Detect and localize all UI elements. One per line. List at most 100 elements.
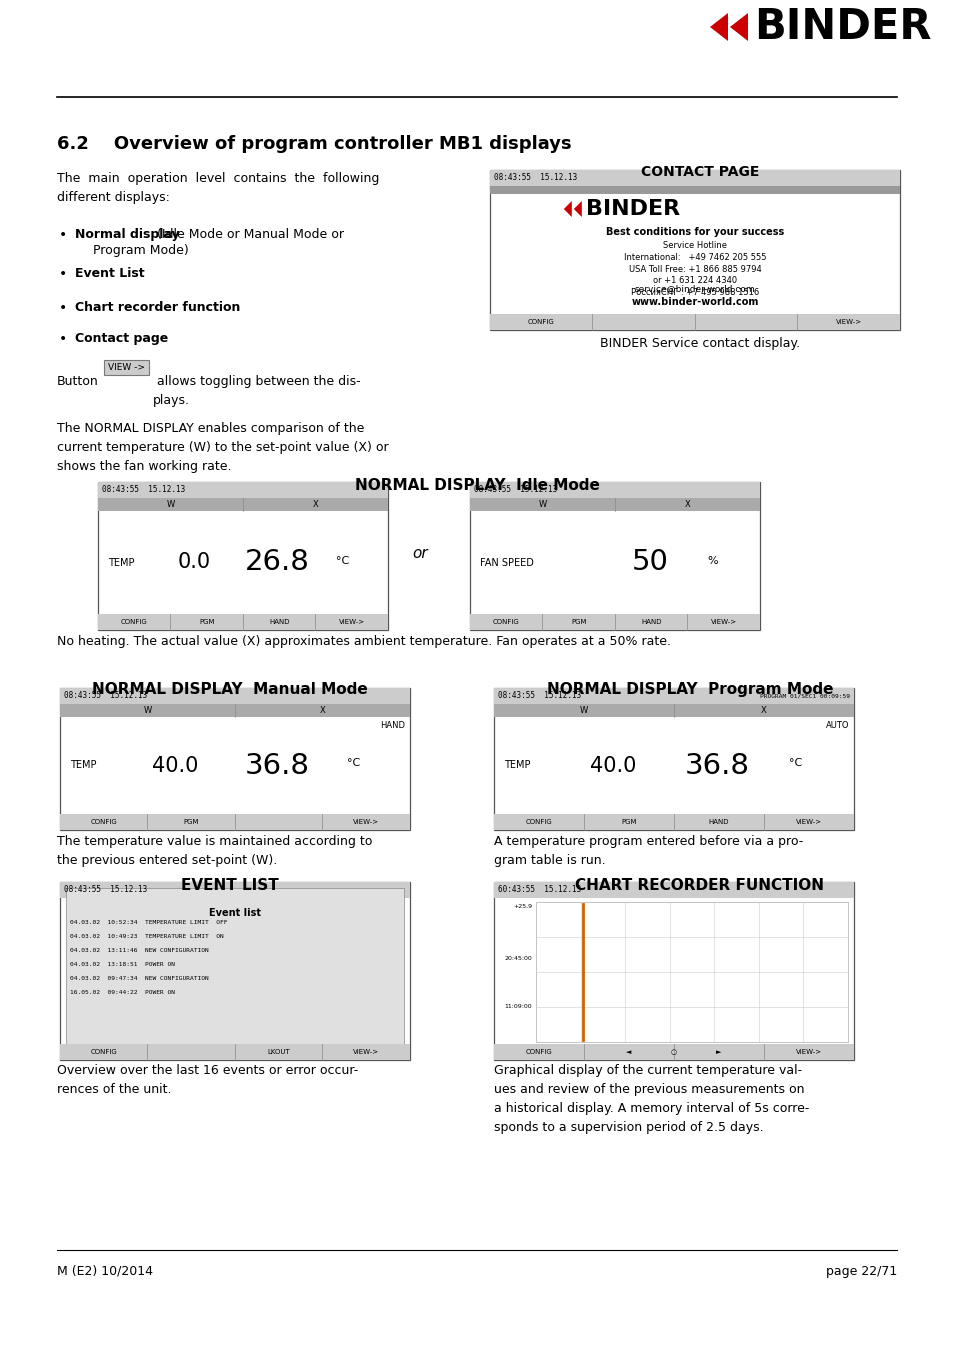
Bar [470,614,760,630]
Text: VIEW->: VIEW-> [353,1049,379,1054]
Bar [60,688,410,703]
Text: M (E2) 10/2014: M (E2) 10/2014 [57,1265,152,1278]
Text: +25.9: +25.9 [513,904,532,909]
Text: °C: °C [788,759,801,768]
Text: BINDER: BINDER [753,5,930,49]
Text: PGM: PGM [183,819,199,825]
Text: VIEW->: VIEW-> [795,819,821,825]
Text: 04.03.02  13:18:51  POWER ON: 04.03.02 13:18:51 POWER ON [70,963,182,967]
Bar [494,882,853,1060]
Text: FAN SPEED: FAN SPEED [479,558,534,567]
Text: PGM: PGM [199,620,214,625]
Text: CONFIG: CONFIG [121,620,148,625]
Polygon shape [563,201,571,217]
Text: 36.8: 36.8 [684,752,749,779]
Text: 6.2    Overview of program controller MB1 displays: 6.2 Overview of program controller MB1 d… [57,135,571,153]
Text: ◄: ◄ [626,1049,631,1054]
Bar [494,882,853,898]
Text: °C: °C [347,759,360,768]
Bar [494,814,853,830]
Text: 26.8: 26.8 [245,548,310,576]
Bar [494,688,853,703]
Bar [60,688,410,830]
Text: W: W [143,706,152,716]
Text: Service Hotline
International:   +49 7462 205 555
USA Toll Free: +1 866 885 9794: Service Hotline International: +49 7462 … [623,242,765,297]
Text: X: X [319,706,325,716]
Text: AUTO: AUTO [824,721,848,730]
Text: Event List: Event List [75,267,145,279]
Bar [66,888,403,1044]
Text: 20:45:00: 20:45:00 [504,956,532,960]
Bar [98,614,388,630]
Text: PGM: PGM [620,819,636,825]
Bar [490,170,899,329]
Text: or: or [412,545,427,560]
Bar [494,1044,853,1060]
Bar [470,482,760,498]
Text: VIEW->: VIEW-> [353,819,379,825]
Text: ○: ○ [670,1049,677,1054]
Text: HAND: HAND [379,721,405,730]
Text: Program Mode): Program Mode) [92,244,189,256]
Bar [494,688,853,830]
Bar [470,498,760,512]
Bar [60,814,410,830]
Text: Button: Button [57,375,99,387]
Bar [60,882,410,898]
Text: CONFIG: CONFIG [91,819,117,825]
Text: 11:09:00: 11:09:00 [504,1004,532,1010]
Text: VIEW->: VIEW-> [338,620,364,625]
Text: The temperature value is maintained according to
the previous entered set-point : The temperature value is maintained acco… [57,836,372,867]
Text: CHART RECORDER FUNCTION: CHART RECORDER FUNCTION [575,878,823,892]
Text: EVENT LIST: EVENT LIST [181,878,278,892]
Text: Overview over the last 16 events or error occur-
rences of the unit.: Overview over the last 16 events or erro… [57,1064,358,1096]
Text: www.binder-world.com: www.binder-world.com [631,297,758,306]
Text: 08:43:55  15.12.13: 08:43:55 15.12.13 [497,691,580,701]
Bar [60,1044,410,1060]
Text: 08:43:55  15.12.13: 08:43:55 15.12.13 [64,886,147,895]
Text: The  main  operation  level  contains  the  following
different displays:: The main operation level contains the fo… [57,171,379,204]
Text: Normal display: Normal display [75,228,179,242]
Text: HAND: HAND [708,819,728,825]
Text: Chart recorder function: Chart recorder function [75,301,240,315]
Text: BINDER: BINDER [585,198,679,219]
Text: TEMP: TEMP [108,558,134,567]
Bar [536,902,847,1042]
Text: ►: ► [716,1049,720,1054]
Text: HAND: HAND [269,620,289,625]
Text: (Idle Mode or Manual Mode or: (Idle Mode or Manual Mode or [153,228,344,242]
Bar [490,186,899,194]
Polygon shape [573,201,581,217]
Text: °C: °C [335,555,349,566]
Text: PROGRAM 01/SEC1 00:09:59: PROGRAM 01/SEC1 00:09:59 [760,694,849,698]
Text: CONFIG: CONFIG [527,319,554,325]
Bar [98,498,388,512]
Text: •: • [59,267,67,281]
Text: Event list: Event list [209,909,261,918]
Bar [490,170,899,186]
Text: 50: 50 [631,548,667,576]
Text: 04.03.02  10:52:34  TEMPERATURE LIMIT  OFF: 04.03.02 10:52:34 TEMPERATURE LIMIT OFF [70,919,227,925]
Text: CONFIG: CONFIG [493,620,519,625]
Text: VIEW->: VIEW-> [710,620,736,625]
Text: 04.03.02  13:11:46  NEW CONFIGURATION: 04.03.02 13:11:46 NEW CONFIGURATION [70,948,216,953]
Bar [470,482,760,630]
Text: 40.0: 40.0 [589,756,636,775]
Text: X: X [760,706,766,716]
Text: Best conditions for your success: Best conditions for your success [605,227,783,238]
Text: 36.8: 36.8 [244,752,309,779]
Text: W: W [537,500,546,509]
Text: Contact page: Contact page [75,332,168,346]
Text: 08:43:55  15.12.13: 08:43:55 15.12.13 [494,174,577,182]
Text: HAND: HAND [640,620,660,625]
Text: CONFIG: CONFIG [525,819,552,825]
Text: LKOUT: LKOUT [267,1049,290,1054]
Text: 04.03.02  10:49:23  TEMPERATURE LIMIT  ON: 04.03.02 10:49:23 TEMPERATURE LIMIT ON [70,934,224,940]
Text: •: • [59,301,67,315]
Bar [98,482,388,630]
Text: 04.03.02  09:47:34  NEW CONFIGURATION: 04.03.02 09:47:34 NEW CONFIGURATION [70,976,216,981]
Bar [60,882,410,1060]
Text: 08:43:55  15.12.13: 08:43:55 15.12.13 [474,486,557,494]
Text: 08:43:55  15.12.13: 08:43:55 15.12.13 [64,691,147,701]
Text: A temperature program entered before via a pro-
gram table is run.: A temperature program entered before via… [494,836,802,867]
